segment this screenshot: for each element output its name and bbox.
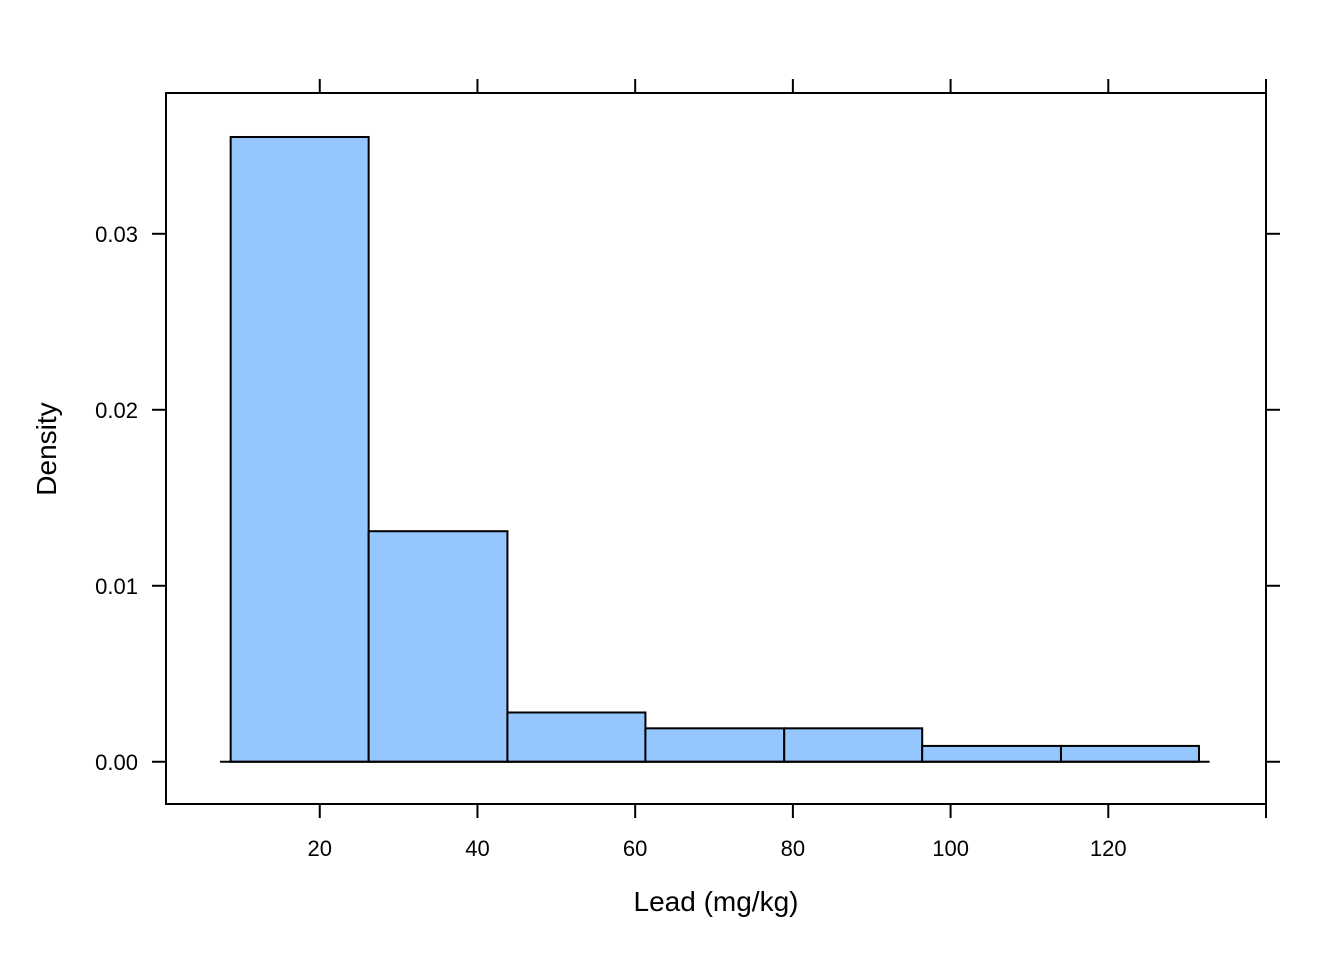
y-axis-title: Density — [31, 402, 62, 495]
x-tick-label-20: 20 — [308, 836, 332, 861]
y-ticks: 0.00 0.01 0.02 0.03 — [95, 222, 1280, 775]
histogram-bar-5 — [783, 727, 924, 763]
histogram-bar-4 — [644, 727, 786, 763]
x-ticks: 20 40 60 80 100 120 — [308, 79, 1267, 861]
y-tick-label-2: 0.02 — [95, 398, 138, 423]
histogram-bar-2 — [367, 530, 509, 763]
x-tick-label-120: 120 — [1090, 836, 1127, 861]
x-tick-label-40: 40 — [465, 836, 489, 861]
x-tick-label-60: 60 — [623, 836, 647, 861]
x-axis-title: Lead (mg/kg) — [634, 886, 799, 917]
y-tick-label-1: 0.01 — [95, 574, 138, 599]
histogram-bar-6 — [921, 744, 1062, 763]
bars-layer — [229, 135, 1200, 763]
histogram-bar-7 — [1059, 744, 1200, 763]
x-tick-label-100: 100 — [932, 836, 969, 861]
plot-panel — [165, 92, 1267, 805]
x-tick-label-80: 80 — [781, 836, 805, 861]
histogram-bar-3 — [506, 711, 647, 763]
y-tick-label-3: 0.03 — [95, 222, 138, 247]
y-tick-label-0: 0.00 — [95, 750, 138, 775]
histogram-bar-1 — [229, 135, 370, 763]
